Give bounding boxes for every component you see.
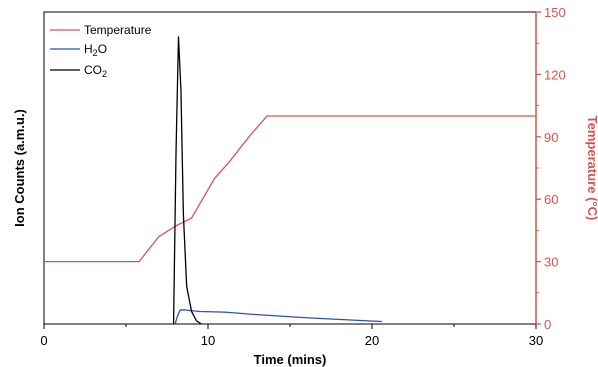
x-tick-label-0: 0 <box>40 333 47 348</box>
x-tick-label-2: 20 <box>365 333 379 348</box>
legend-label-h2o: H2O <box>84 42 107 58</box>
left-axis-title: Ion Counts (a.m.u.) <box>12 109 27 227</box>
series-layer <box>44 36 536 325</box>
y-right-tick-label-2: 60 <box>544 192 558 207</box>
y-right-tick-label-4: 120 <box>544 67 566 82</box>
x-tick-label-1: 10 <box>201 333 215 348</box>
legend-label-temperature: Temperature <box>84 23 152 37</box>
y-right-tick-label-1: 30 <box>544 255 558 270</box>
y-right-tick-label-3: 90 <box>544 130 558 145</box>
series-line-temperature <box>44 115 536 263</box>
right-axis-title: Temperature (°C) <box>585 116 598 221</box>
x-axis-title: Time (mins) <box>254 352 327 367</box>
y-right-tick-label-5: 150 <box>544 5 566 20</box>
y-right-tick-label-0: 0 <box>544 317 551 332</box>
legend: Temperature H2O CO2 <box>50 23 152 79</box>
x-tick-label-3: 30 <box>529 333 543 348</box>
series-line-co2 <box>172 36 202 325</box>
plot-frame <box>43 11 537 325</box>
legend-label-co2: CO2 <box>84 63 107 79</box>
series-line-h2o <box>174 309 382 325</box>
